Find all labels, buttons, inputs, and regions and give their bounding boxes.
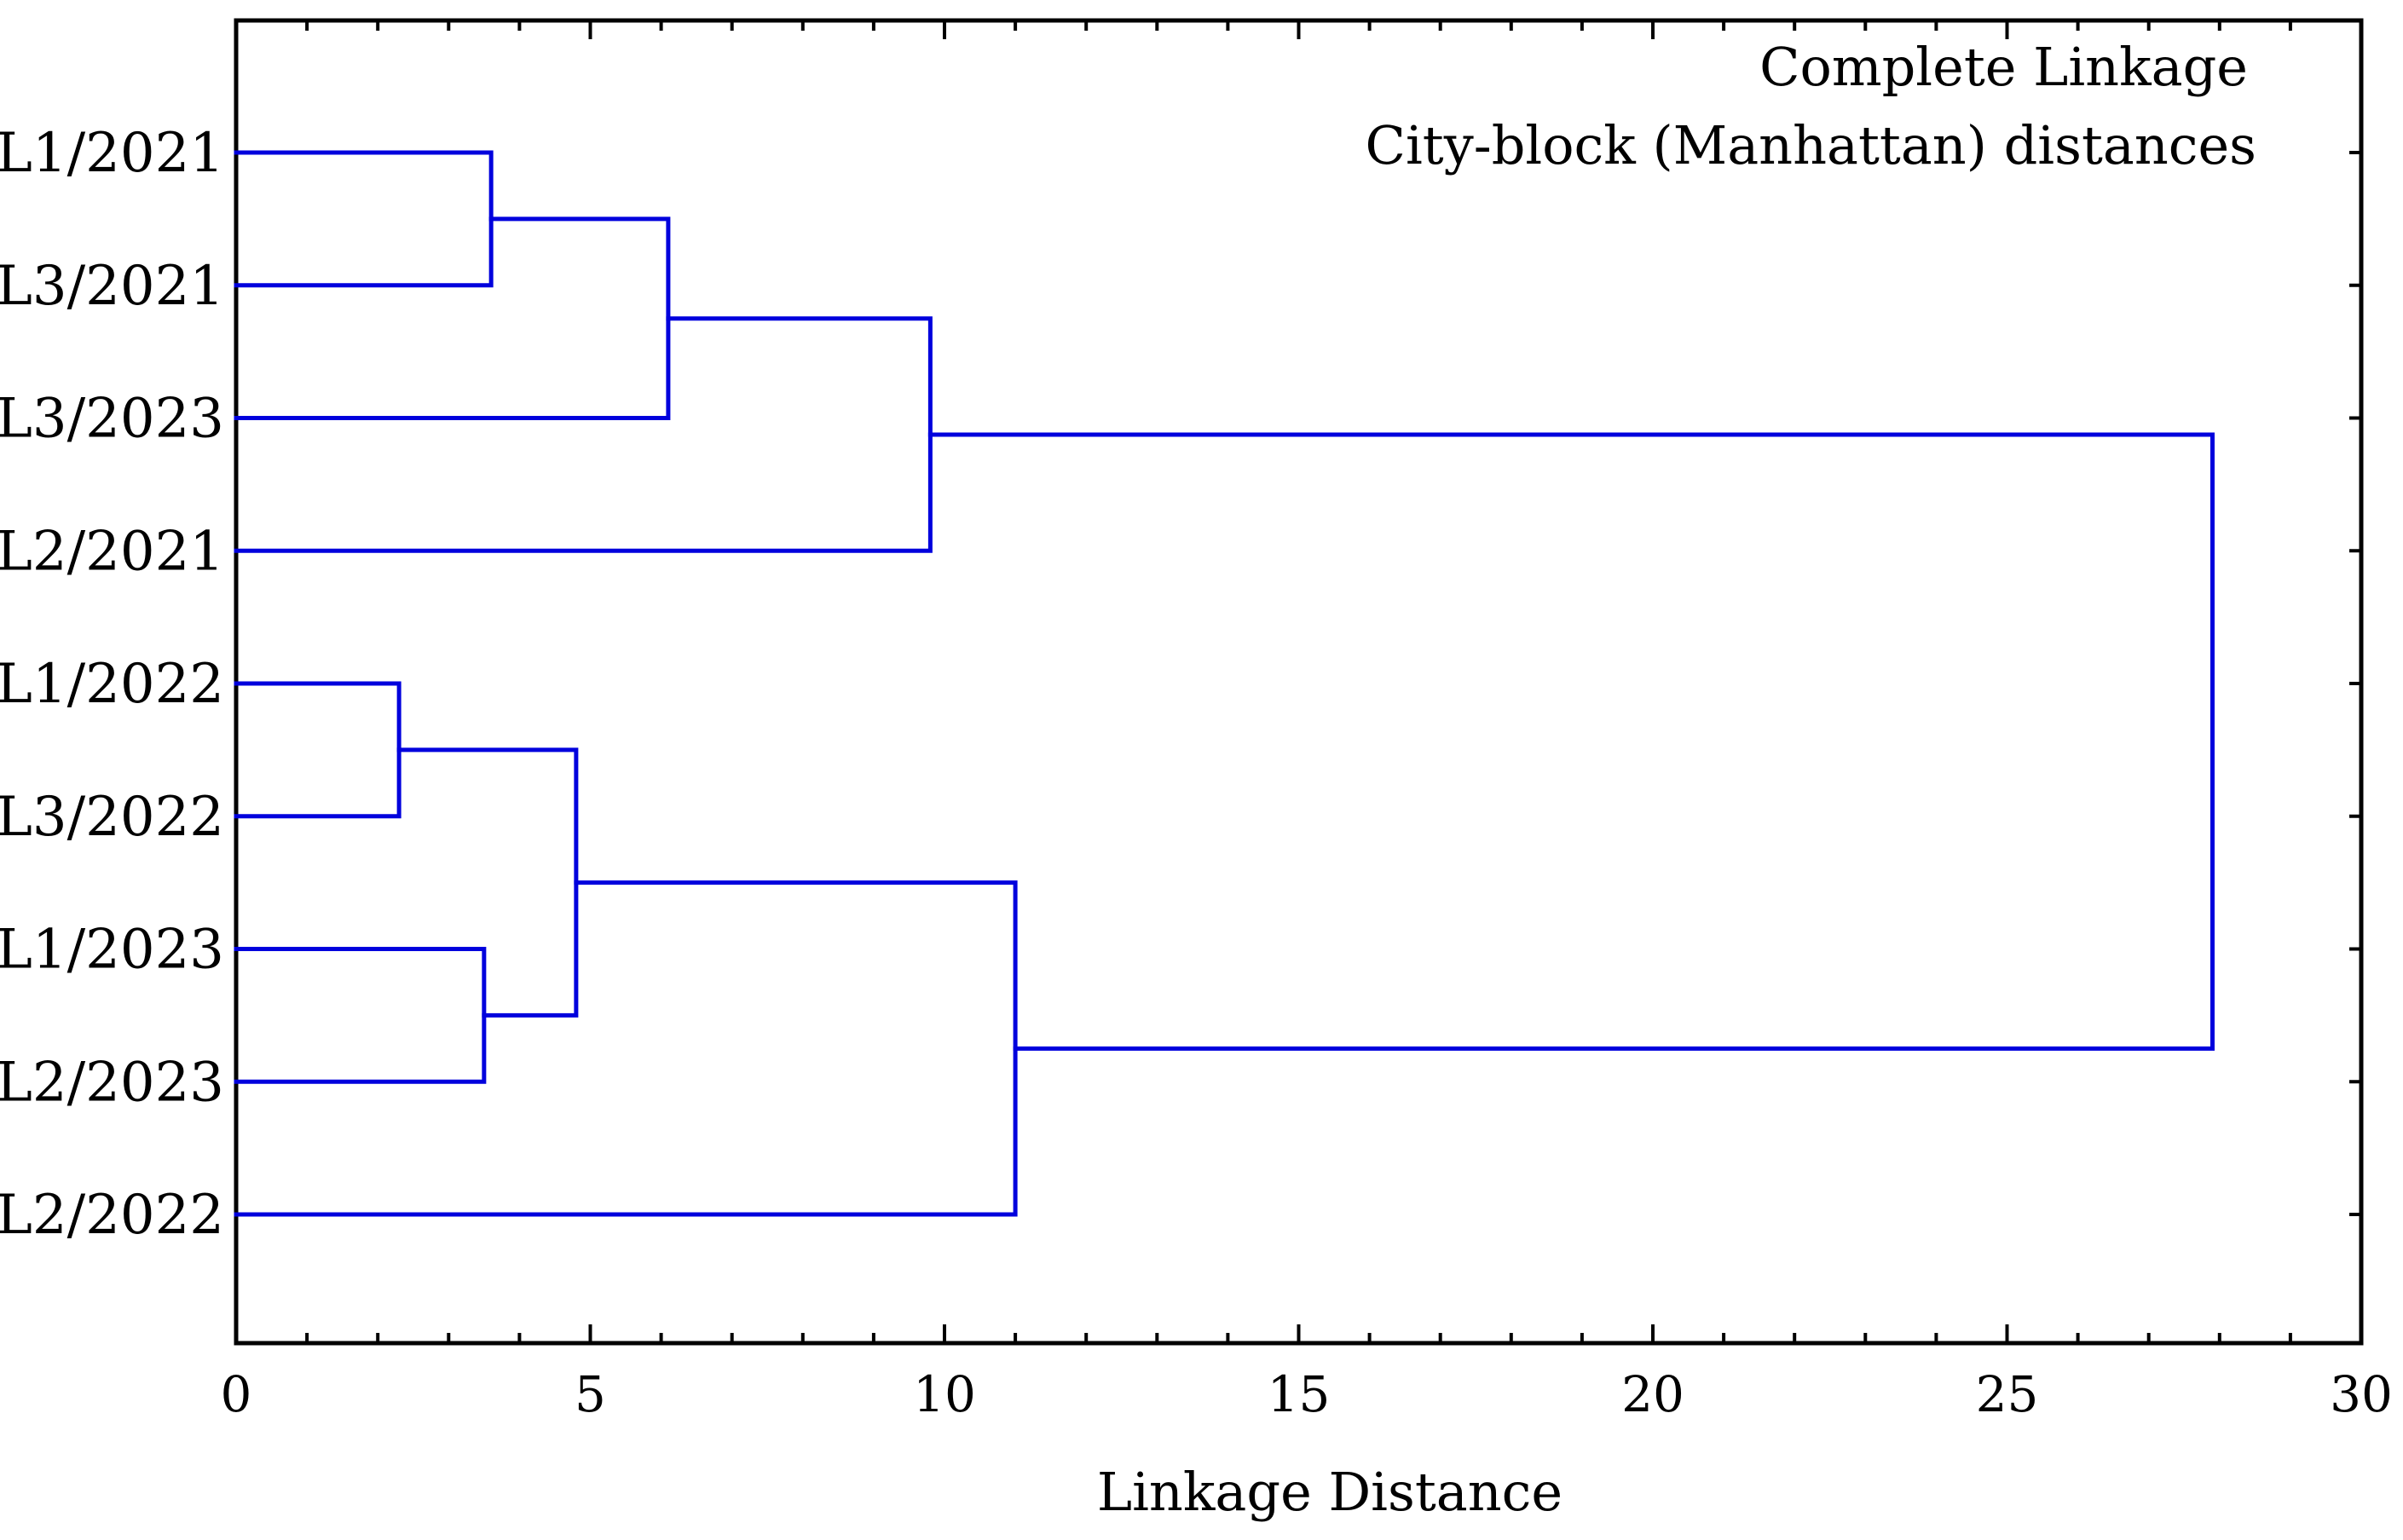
x-tick-label-0: 0 (221, 1365, 252, 1423)
link-m3 (234, 316, 933, 553)
leaf-labels: L1/2021 L3/2021 L3/2023 L2/2021 L1/2022 L3/20… (0, 122, 224, 1247)
dendrogram-links (234, 150, 2215, 1217)
leaf-label-6: L1/2023 (0, 919, 224, 982)
x-tick-labels: 0 5 10 15 20 25 30 (221, 1365, 2393, 1423)
annotation-distance-metric: City-block (Manhattan) distances (1366, 114, 2256, 176)
link-m8 (927, 432, 2215, 1051)
link-m6 (396, 747, 579, 1018)
annotation-linkage-method: Complete Linkage (1759, 36, 2248, 98)
leaf-label-1: L3/2021 (0, 255, 224, 318)
leaf-label-7: L2/2023 (0, 1051, 224, 1114)
x-tick-label-20: 20 (1621, 1365, 1684, 1423)
x-tick-label-15: 15 (1268, 1365, 1331, 1423)
x-tick-label-30: 30 (2330, 1365, 2393, 1423)
x-tick-label-10: 10 (913, 1365, 976, 1423)
x-tick-label-25: 25 (1976, 1365, 2039, 1423)
leaf-label-8: L2/2022 (0, 1184, 224, 1247)
leaf-label-4: L1/2022 (0, 653, 224, 716)
link-m5 (234, 947, 487, 1084)
x-tick-label-5: 5 (575, 1365, 606, 1423)
leaf-label-3: L2/2021 (0, 520, 224, 583)
link-m7 (234, 880, 1018, 1217)
x-axis-title: Linkage Distance (1097, 1461, 1563, 1523)
link-m4 (234, 681, 401, 819)
link-m2 (234, 216, 671, 420)
leaf-label-2: L3/2023 (0, 388, 224, 451)
leaf-label-5: L3/2022 (0, 786, 224, 849)
link-m1 (234, 150, 494, 288)
leaf-label-0: L1/2021 (0, 122, 224, 185)
